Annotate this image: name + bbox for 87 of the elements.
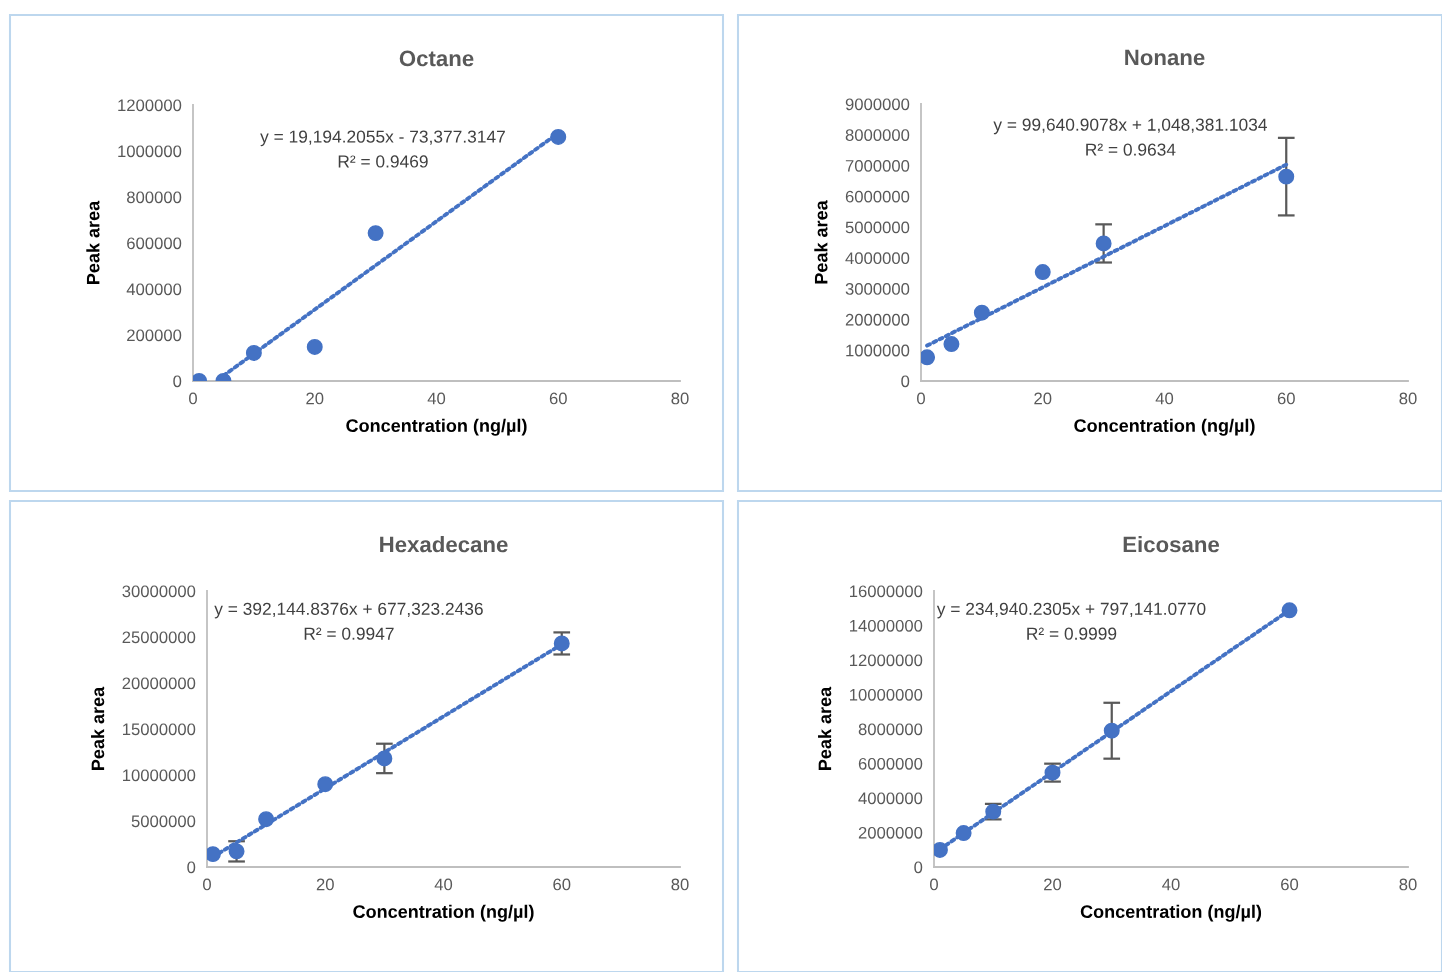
x-tick-label: 40 — [1155, 392, 1174, 405]
point — [1278, 168, 1295, 185]
chart-title: Hexadecane — [380, 536, 508, 553]
point — [258, 811, 275, 828]
annotation: R² = 0.9999 — [1027, 627, 1117, 640]
y-tick-label: 3000000 — [845, 283, 910, 295]
y-tick-label: 25000000 — [122, 631, 196, 644]
y-tick-label: 1200000 — [118, 99, 182, 112]
y-tick-label: 12000000 — [850, 654, 923, 667]
y-tick-label: 2000000 — [858, 826, 923, 839]
point — [1095, 235, 1112, 252]
annotation: y = 234,940.2305x + 797,141.0770 — [936, 602, 1206, 619]
y-tick-label: 0 — [187, 861, 196, 874]
y-tick-label: 4000000 — [858, 792, 923, 805]
y-tick-label: 1000000 — [118, 145, 182, 158]
y-tick-label: 0 — [901, 375, 910, 388]
y-tick-label: 0 — [914, 861, 923, 874]
x-tick-label: 20 — [316, 878, 334, 891]
point — [550, 128, 567, 145]
annotation: y = 99,640.9078x + 1,048,381.1034 — [993, 118, 1267, 135]
x-tick-label: 20 — [1034, 392, 1052, 405]
y-axis-title: Peak area — [818, 686, 832, 770]
y-tick-label: 14000000 — [850, 619, 923, 632]
y-tick-label: 0 — [173, 375, 182, 388]
chart-title: Eicosane — [1123, 536, 1220, 553]
y-axis-title: Peak area — [814, 200, 828, 284]
annotation: R² = 0.9469 — [338, 155, 428, 168]
y-tick-label: 10000000 — [123, 769, 196, 782]
y-tick-label: 2000000 — [845, 313, 910, 326]
x-tick-label: 0 — [203, 878, 211, 891]
x-axis-title: Concentration (ng/µl) — [353, 904, 534, 922]
y-tick-label: 800000 — [127, 191, 182, 204]
x-tick-label: 80 — [671, 392, 689, 405]
point — [943, 336, 960, 353]
y-tick-label: 200000 — [127, 329, 182, 342]
point — [1034, 264, 1051, 281]
x-tick-label: 20 — [306, 392, 324, 405]
y-tick-label: 4000000 — [845, 252, 910, 265]
annotation: y = 392,144.8376x + 677,323.2436 — [214, 602, 483, 619]
x-tick-label: 80 — [671, 878, 689, 891]
y-tick-label: 30000000 — [122, 585, 196, 598]
y-tick-label: 400000 — [126, 283, 182, 296]
y-tick-label: 16000000 — [850, 585, 923, 598]
point — [1281, 602, 1298, 619]
y-tick-label: 7000000 — [845, 159, 910, 172]
point — [955, 825, 972, 841]
y-tick-label: 8000000 — [858, 723, 923, 736]
y-axis-title: Peak area — [91, 686, 105, 770]
x-axis-title: Concentration (ng/µl) — [346, 418, 527, 436]
point — [306, 338, 323, 355]
y-tick-label: 9000000 — [845, 98, 910, 111]
y-axis-title: Peak area — [86, 200, 100, 284]
x-tick-label: 40 — [1162, 878, 1180, 891]
y-tick-label: 8000000 — [845, 129, 910, 141]
x-tick-label: 80 — [1399, 878, 1417, 891]
point — [973, 304, 990, 321]
x-tick-label: 40 — [427, 392, 446, 405]
y-tick-label: 600000 — [127, 237, 182, 250]
point — [245, 344, 262, 361]
y-tick-label: 5000000 — [845, 221, 910, 234]
y-tick-label: 1000000 — [846, 344, 910, 357]
x-axis-title: Concentration (ng/µl) — [1080, 904, 1262, 922]
annotation: y = 19,194.2055x - 73,377.3147 — [260, 130, 505, 147]
y-tick-label: 6000000 — [845, 190, 910, 203]
x-tick-label: 60 — [1281, 878, 1299, 891]
x-tick-label: 0 — [930, 878, 938, 891]
x-tick-label: 40 — [434, 878, 453, 891]
y-tick-label: 15000000 — [123, 723, 196, 736]
chart-title: Nonane — [1125, 49, 1205, 66]
annotation: R² = 0.9634 — [1086, 143, 1176, 156]
point — [317, 776, 334, 793]
y-tick-label: 6000000 — [858, 757, 923, 770]
chart-title: Octane — [399, 50, 474, 67]
y-tick-label: 20000000 — [122, 677, 196, 690]
point — [376, 750, 393, 767]
point — [921, 349, 936, 366]
point — [367, 225, 384, 242]
x-tick-label: 80 — [1399, 392, 1417, 405]
point — [1103, 722, 1120, 739]
x-tick-label: 60 — [549, 392, 567, 405]
annotation: R² = 0.9947 — [304, 627, 394, 640]
x-axis-title: Concentration (ng/µl) — [1074, 418, 1255, 436]
x-tick-label: 20 — [1044, 878, 1062, 891]
y-tick-label: 5000000 — [131, 815, 196, 828]
x-tick-label: 60 — [1277, 392, 1295, 405]
x-tick-label: 60 — [553, 878, 571, 891]
y-tick-label: 10000000 — [850, 688, 923, 701]
